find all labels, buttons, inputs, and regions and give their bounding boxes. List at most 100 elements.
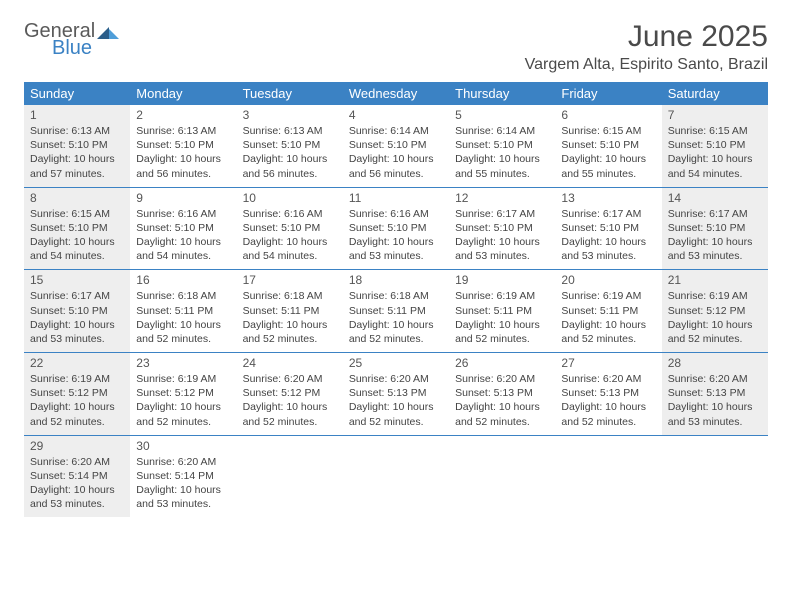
calendar-cell: 21Sunrise: 6:19 AMSunset: 5:12 PMDayligh… xyxy=(662,270,768,352)
sunrise-text: Sunrise: 6:14 AM xyxy=(349,124,443,138)
day-info: Sunrise: 6:17 AMSunset: 5:10 PMDaylight:… xyxy=(30,289,124,346)
day-info: Sunrise: 6:20 AMSunset: 5:12 PMDaylight:… xyxy=(243,372,337,429)
sunset-text: Sunset: 5:14 PM xyxy=(30,469,124,483)
location-subtitle: Vargem Alta, Espirito Santo, Brazil xyxy=(525,56,768,74)
daylight-text: Daylight: 10 hours and 54 minutes. xyxy=(136,235,230,263)
day-number: 12 xyxy=(455,191,549,205)
weekday-header: Sunday xyxy=(24,82,130,105)
sunrise-text: Sunrise: 6:20 AM xyxy=(243,372,337,386)
header: General Blue June 2025 Vargem Alta, Espi… xyxy=(24,20,768,74)
daylight-text: Daylight: 10 hours and 54 minutes. xyxy=(243,235,337,263)
weekday-header: Saturday xyxy=(662,82,768,105)
sunset-text: Sunset: 5:10 PM xyxy=(136,138,230,152)
sunrise-text: Sunrise: 6:17 AM xyxy=(561,207,655,221)
calendar: Sunday Monday Tuesday Wednesday Thursday… xyxy=(24,82,768,517)
sunrise-text: Sunrise: 6:17 AM xyxy=(455,207,549,221)
sunset-text: Sunset: 5:10 PM xyxy=(30,221,124,235)
daylight-text: Daylight: 10 hours and 52 minutes. xyxy=(30,400,124,428)
day-number: 9 xyxy=(136,191,230,205)
weekday-header: Monday xyxy=(130,82,236,105)
sunrise-text: Sunrise: 6:20 AM xyxy=(455,372,549,386)
day-number: 6 xyxy=(561,108,655,122)
calendar-cell: 11 Sunrise: 6:16 AMSunset: 5:10 PMDayligh… xyxy=(343,188,449,270)
sunset-text: Sunset: 5:10 PM xyxy=(561,221,655,235)
sunrise-text: Sunrise: 6:20 AM xyxy=(30,455,124,469)
calendar-cell: 26Sunrise: 6:20 AMSunset: 5:13 PMDayligh… xyxy=(449,353,555,435)
calendar-cell: 19 Sunrise: 6:19 AMSunset: 5:11 PMDayligh… xyxy=(449,270,555,352)
day-info: Sunrise: 6:20 AMSunset: 5:13 PMDaylight:… xyxy=(561,372,655,429)
calendar-cell: 18Sunrise: 6:18 AMSunset: 5:11 PMDayligh… xyxy=(343,270,449,352)
sunrise-text: Sunrise: 6:19 AM xyxy=(455,289,549,303)
day-info: Sunrise: 6:19 AMSunset: 5:12 PMDaylight:… xyxy=(136,372,230,429)
sunrise-text: Sunrise: 6:13 AM xyxy=(243,124,337,138)
calendar-cell: 29Sunrise: 6:20 AMSunset: 5:14 PMDayligh… xyxy=(24,436,130,518)
day-number: 8 xyxy=(30,191,124,205)
day-number: 18 xyxy=(349,273,443,287)
daylight-text: Daylight: 10 hours and 53 minutes. xyxy=(561,235,655,263)
day-number: 19 xyxy=(455,273,549,287)
day-info: Sunrise: 6:16 AMSunset: 5:10 PMDaylight:… xyxy=(136,207,230,264)
day-number: 4 xyxy=(349,108,443,122)
day-info: Sunrise: 6:14 AMSunset: 5:10 PMDaylight:… xyxy=(349,124,443,181)
calendar-cell: 4 Sunrise: 6:14 AMSunset: 5:10 PMDaylight… xyxy=(343,105,449,187)
daylight-text: Daylight: 10 hours and 57 minutes. xyxy=(30,152,124,180)
day-number: 20 xyxy=(561,273,655,287)
sunset-text: Sunset: 5:10 PM xyxy=(30,304,124,318)
sunset-text: Sunset: 5:10 PM xyxy=(455,221,549,235)
sunrise-text: Sunrise: 6:18 AM xyxy=(136,289,230,303)
calendar-row: 8Sunrise: 6:15 AMSunset: 5:10 PMDaylight… xyxy=(24,188,768,271)
calendar-cell: 3Sunrise: 6:13 AMSunset: 5:10 PMDaylight… xyxy=(237,105,343,187)
calendar-body: 1Sunrise: 6:13 AMSunset: 5:10 PMDaylight… xyxy=(24,105,768,517)
calendar-row: 15Sunrise: 6:17 AMSunset: 5:10 PMDayligh… xyxy=(24,270,768,353)
brand-logo: General Blue xyxy=(24,20,119,60)
sunrise-text: Sunrise: 6:18 AM xyxy=(243,289,337,303)
day-info: Sunrise: 6:13 AMSunset: 5:10 PMDaylight:… xyxy=(30,124,124,181)
day-info: Sunrise: 6:19 AMSunset: 5:11 PMDaylight:… xyxy=(561,289,655,346)
calendar-cell: 12Sunrise: 6:17 AMSunset: 5:10 PMDayligh… xyxy=(449,188,555,270)
sunrise-text: Sunrise: 6:15 AM xyxy=(30,207,124,221)
sunrise-text: Sunrise: 6:19 AM xyxy=(136,372,230,386)
sunrise-text: Sunrise: 6:19 AM xyxy=(30,372,124,386)
sunset-text: Sunset: 5:10 PM xyxy=(561,138,655,152)
sunrise-text: Sunrise: 6:15 AM xyxy=(561,124,655,138)
calendar-row: 29Sunrise: 6:20 AMSunset: 5:14 PMDayligh… xyxy=(24,436,768,518)
day-info: Sunrise: 6:13 AMSunset: 5:10 PMDaylight:… xyxy=(136,124,230,181)
sunset-text: Sunset: 5:10 PM xyxy=(243,221,337,235)
calendar-cell: 17Sunrise: 6:18 AMSunset: 5:11 PMDayligh… xyxy=(237,270,343,352)
day-info: Sunrise: 6:16 AMSunset: 5:10 PMDaylight:… xyxy=(349,207,443,264)
daylight-text: Daylight: 10 hours and 52 minutes. xyxy=(243,318,337,346)
calendar-row: 22 Sunrise: 6:19 AMSunset: 5:12 PMDayligh… xyxy=(24,353,768,436)
sunset-text: Sunset: 5:11 PM xyxy=(243,304,337,318)
calendar-cell: 16Sunrise: 6:18 AMSunset: 5:11 PMDayligh… xyxy=(130,270,236,352)
day-number: 26 xyxy=(455,356,549,370)
daylight-text: Daylight: 10 hours and 52 minutes. xyxy=(349,400,443,428)
day-number: 23 xyxy=(136,356,230,370)
day-number: 30 xyxy=(136,439,230,453)
day-number: 27 xyxy=(561,356,655,370)
day-number: 22 xyxy=(30,356,124,370)
sunrise-text: Sunrise: 6:17 AM xyxy=(668,207,762,221)
calendar-cell: 20 Sunrise: 6:19 AMSunset: 5:11 PMDayligh… xyxy=(555,270,661,352)
title-block: June 2025 Vargem Alta, Espirito Santo, B… xyxy=(525,20,768,74)
sunset-text: Sunset: 5:10 PM xyxy=(136,221,230,235)
sunset-text: Sunset: 5:10 PM xyxy=(349,138,443,152)
calendar-cell xyxy=(343,436,449,518)
day-number: 3 xyxy=(243,108,337,122)
sunrise-text: Sunrise: 6:13 AM xyxy=(30,124,124,138)
daylight-text: Daylight: 10 hours and 52 minutes. xyxy=(243,400,337,428)
sunset-text: Sunset: 5:10 PM xyxy=(349,221,443,235)
day-info: Sunrise: 6:19 AMSunset: 5:12 PMDaylight:… xyxy=(668,289,762,346)
sunset-text: Sunset: 5:11 PM xyxy=(455,304,549,318)
daylight-text: Daylight: 10 hours and 52 minutes. xyxy=(136,400,230,428)
sunset-text: Sunset: 5:10 PM xyxy=(668,221,762,235)
calendar-cell: 23 Sunrise: 6:19 AMSunset: 5:12 PMDayligh… xyxy=(130,353,236,435)
daylight-text: Daylight: 10 hours and 52 minutes. xyxy=(455,318,549,346)
calendar-cell: 9 Sunrise: 6:16 AMSunset: 5:10 PMDaylight… xyxy=(130,188,236,270)
sunset-text: Sunset: 5:11 PM xyxy=(136,304,230,318)
day-info: Sunrise: 6:20 AMSunset: 5:13 PMDaylight:… xyxy=(349,372,443,429)
day-info: Sunrise: 6:20 AMSunset: 5:14 PMDaylight:… xyxy=(30,455,124,512)
day-number: 11 xyxy=(349,191,443,205)
day-number: 1 xyxy=(30,108,124,122)
sunrise-text: Sunrise: 6:17 AM xyxy=(30,289,124,303)
sunrise-text: Sunrise: 6:16 AM xyxy=(136,207,230,221)
